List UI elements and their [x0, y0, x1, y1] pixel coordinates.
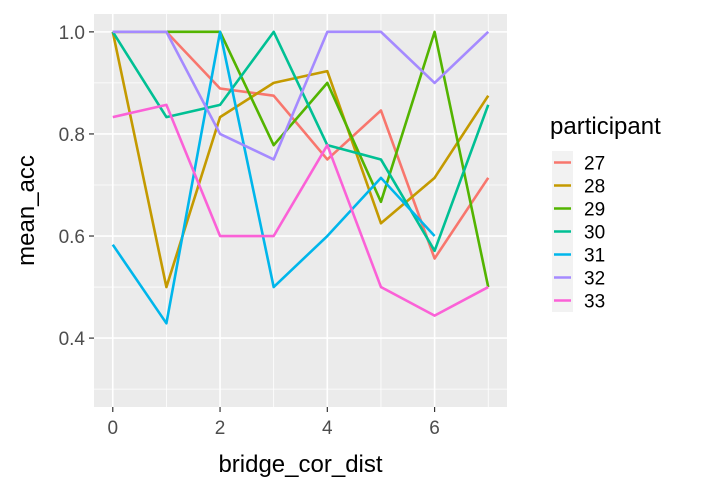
series-line-28 [111, 31, 490, 289]
y-axis-title: mean_acc [13, 155, 40, 266]
legend-label-29: 29 [584, 200, 605, 221]
legend-label-27: 27 [584, 154, 605, 175]
legend-label-31: 31 [584, 246, 605, 267]
series-lines [111, 30, 490, 325]
y-tick-label-2: 0.8 [59, 125, 85, 146]
x-tick-label-0: 0 [107, 418, 118, 439]
y-tick-label-1: 0.6 [59, 227, 85, 248]
x-axis-title: bridge_cor_dist [218, 451, 382, 478]
series-line-33 [112, 103, 489, 317]
legend-label-33: 33 [584, 292, 605, 313]
series-line-32 [112, 30, 490, 161]
grid-minor [94, 14, 507, 407]
x-axis: 0 2 4 6 [107, 407, 440, 439]
x-tick-label-1: 2 [215, 418, 226, 439]
y-axis: 0.4 0.6 0.8 1.0 [59, 23, 94, 350]
y-tick-label-0: 0.4 [59, 329, 86, 350]
series-line-29 [112, 30, 490, 288]
x-tick-label-3: 6 [429, 418, 440, 439]
x-tick-label-2: 4 [322, 418, 333, 439]
y-tick-label-3: 1.0 [59, 23, 85, 44]
series-line-31 [111, 30, 436, 325]
legend-label-28: 28 [584, 177, 605, 198]
legend-label-32: 32 [584, 269, 605, 290]
legend-label-30: 30 [584, 223, 605, 244]
series-line-30 [111, 30, 490, 253]
legend-title: participant [550, 113, 661, 140]
